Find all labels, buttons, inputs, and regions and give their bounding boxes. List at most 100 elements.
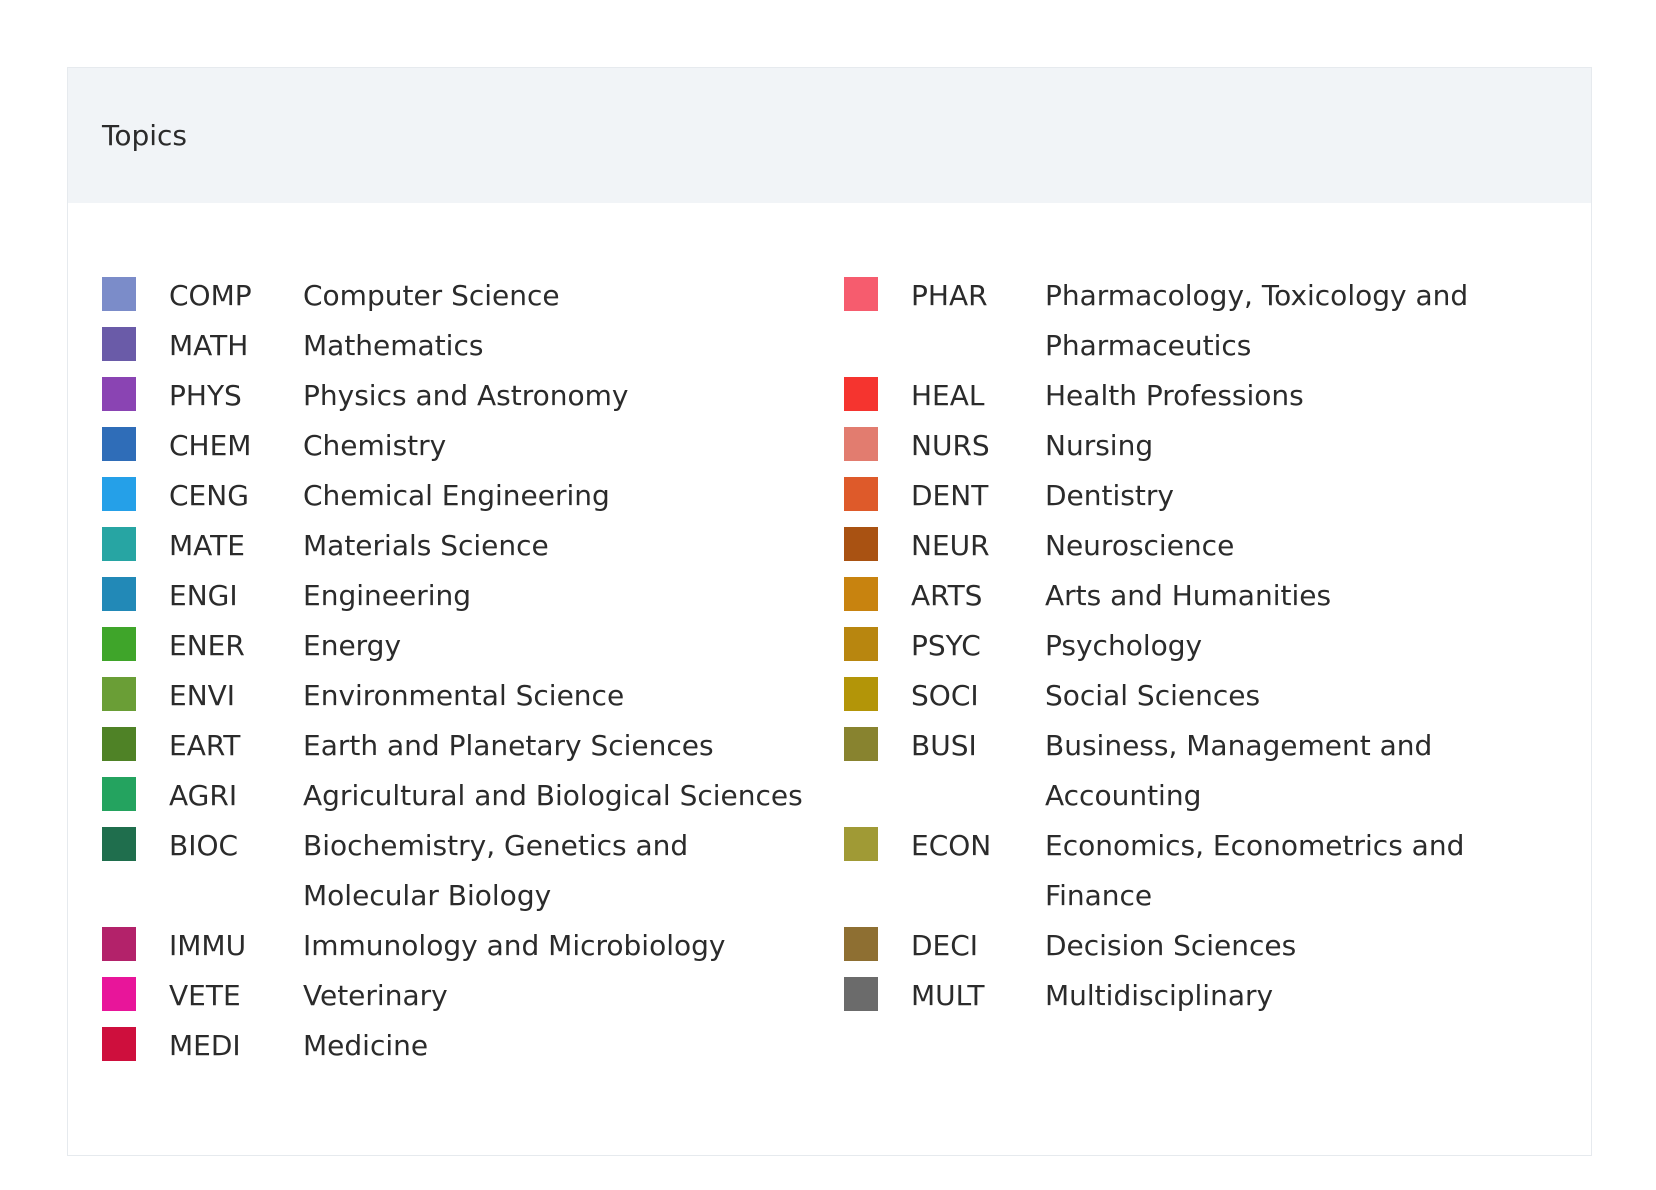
topic-color-swatch: [102, 627, 136, 661]
topic-color-swatch: [102, 927, 136, 961]
topic-item-neur: NEUR Neuroscience: [844, 521, 1581, 571]
topic-code: PSYC: [911, 629, 981, 662]
topic-item-busi: BUSI Business, Management and Accounting: [844, 721, 1581, 821]
topic-color-swatch: [102, 427, 136, 461]
topic-name: Neuroscience: [1045, 529, 1235, 562]
topic-code: MATH: [169, 329, 249, 362]
topic-item-phar: PHAR Pharmacology, Toxicology and Pharmac…: [844, 271, 1581, 371]
topic-code: SOCI: [911, 679, 979, 712]
topic-color-swatch: [102, 377, 136, 411]
topic-code: EART: [169, 729, 241, 762]
topic-color-swatch: [844, 977, 878, 1011]
topic-name: Medicine: [303, 1029, 429, 1062]
topic-item-agri: AGRI Agricultural and Biological Sciences: [102, 771, 844, 821]
topic-code: PHAR: [911, 279, 988, 312]
topic-item-deci: DECI Decision Sciences: [844, 921, 1581, 971]
topic-name: Decision Sciences: [1045, 929, 1297, 962]
topic-color-swatch: [102, 1027, 136, 1061]
topic-name: Earth and Planetary Sciences: [303, 729, 714, 762]
topic-item-mate: MATE Materials Science: [102, 521, 844, 571]
topic-name: Materials Science: [303, 529, 549, 562]
topic-item-envi: ENVI Environmental Science: [102, 671, 844, 721]
topic-code: ARTS: [911, 579, 983, 612]
topic-name: Mathematics: [303, 329, 484, 362]
topic-code: ENER: [169, 629, 245, 662]
topic-item-econ: ECON Economics, Econometrics and Finance: [844, 821, 1581, 921]
topic-name: Biochemistry, Genetics and Molecular Bio…: [303, 829, 689, 912]
topic-code: HEAL: [911, 379, 985, 412]
topic-color-swatch: [102, 577, 136, 611]
topic-color-swatch: [102, 727, 136, 761]
topics-panel: Topics COMP Computer Science MATH Mathemati…: [67, 67, 1592, 1156]
panel-header: Topics: [68, 68, 1591, 203]
topic-item-soci: SOCI Social Sciences: [844, 671, 1581, 721]
topic-name: Business, Management and Accounting: [1045, 729, 1433, 812]
topic-code: ECON: [911, 829, 992, 862]
topic-code: CENG: [169, 479, 249, 512]
topic-item-immu: IMMU Immunology and Microbiology: [102, 921, 844, 971]
topic-name: Multidisciplinary: [1045, 979, 1274, 1012]
topic-name: Environmental Science: [303, 679, 625, 712]
topic-color-swatch: [102, 277, 136, 311]
topic-code: COMP: [169, 279, 252, 312]
topic-name: Veterinary: [303, 979, 448, 1012]
topic-name: Dentistry: [1045, 479, 1174, 512]
topic-name: Energy: [303, 629, 402, 662]
topic-name: Immunology and Microbiology: [303, 929, 726, 962]
topic-color-swatch: [102, 477, 136, 511]
topic-name: Chemistry: [303, 429, 447, 462]
topic-name: Psychology: [1045, 629, 1203, 662]
topic-code: MULT: [911, 979, 985, 1012]
topic-item-eart: EART Earth and Planetary Sciences: [102, 721, 844, 771]
topic-color-swatch: [844, 477, 878, 511]
topic-code: NEUR: [911, 529, 990, 562]
topic-item-bioc: BIOC Biochemistry, Genetics and Molecular…: [102, 821, 844, 921]
topic-name: Agricultural and Biological Sciences: [303, 779, 803, 812]
topic-code: BUSI: [911, 729, 977, 762]
topic-color-swatch: [844, 377, 878, 411]
topic-color-swatch: [844, 277, 878, 311]
topic-item-engi: ENGI Engineering: [102, 571, 844, 621]
topic-column-right: PHAR Pharmacology, Toxicology and Pharmac…: [844, 271, 1581, 1071]
topic-color-swatch: [102, 527, 136, 561]
topic-item-chem: CHEM Chemistry: [102, 421, 844, 471]
topic-color-swatch: [102, 327, 136, 361]
topic-code: AGRI: [169, 779, 238, 812]
topic-name: Nursing: [1045, 429, 1154, 462]
topic-name: Chemical Engineering: [303, 479, 610, 512]
topic-color-swatch: [102, 677, 136, 711]
topic-color-swatch: [102, 777, 136, 811]
topic-item-medi: MEDI Medicine: [102, 1021, 844, 1071]
topic-name: Pharmacology, Toxicology and Pharmaceuti…: [1045, 279, 1469, 362]
topic-code: DENT: [911, 479, 989, 512]
topic-color-swatch: [844, 727, 878, 761]
topic-color-swatch: [844, 677, 878, 711]
topic-color-swatch: [844, 827, 878, 861]
topic-code: CHEM: [169, 429, 252, 462]
topic-color-swatch: [844, 577, 878, 611]
topic-code: BIOC: [169, 829, 239, 862]
topic-color-swatch: [102, 827, 136, 861]
topic-item-psyc: PSYC Psychology: [844, 621, 1581, 671]
topic-color-swatch: [102, 977, 136, 1011]
topic-item-phys: PHYS Physics and Astronomy: [102, 371, 844, 421]
topic-item-ceng: CENG Chemical Engineering: [102, 471, 844, 521]
topic-item-math: MATH Mathematics: [102, 321, 844, 371]
topic-code: MEDI: [169, 1029, 241, 1062]
topic-item-nurs: NURS Nursing: [844, 421, 1581, 471]
topic-item-arts: ARTS Arts and Humanities: [844, 571, 1581, 621]
topic-item-mult: MULT Multidisciplinary: [844, 971, 1581, 1021]
topic-color-swatch: [844, 527, 878, 561]
topic-item-vete: VETE Veterinary: [102, 971, 844, 1021]
topic-item-dent: DENT Dentistry: [844, 471, 1581, 521]
topic-code: ENVI: [169, 679, 236, 712]
topic-item-heal: HEAL Health Professions: [844, 371, 1581, 421]
topic-color-swatch: [844, 427, 878, 461]
topic-code: PHYS: [169, 379, 242, 412]
topic-code: DECI: [911, 929, 979, 962]
topic-name: Computer Science: [303, 279, 560, 312]
topic-name: Engineering: [303, 579, 471, 612]
topic-column-left: COMP Computer Science MATH Mathematics PHYS P…: [102, 271, 844, 1071]
topic-color-swatch: [844, 627, 878, 661]
topic-name: Arts and Humanities: [1045, 579, 1332, 612]
